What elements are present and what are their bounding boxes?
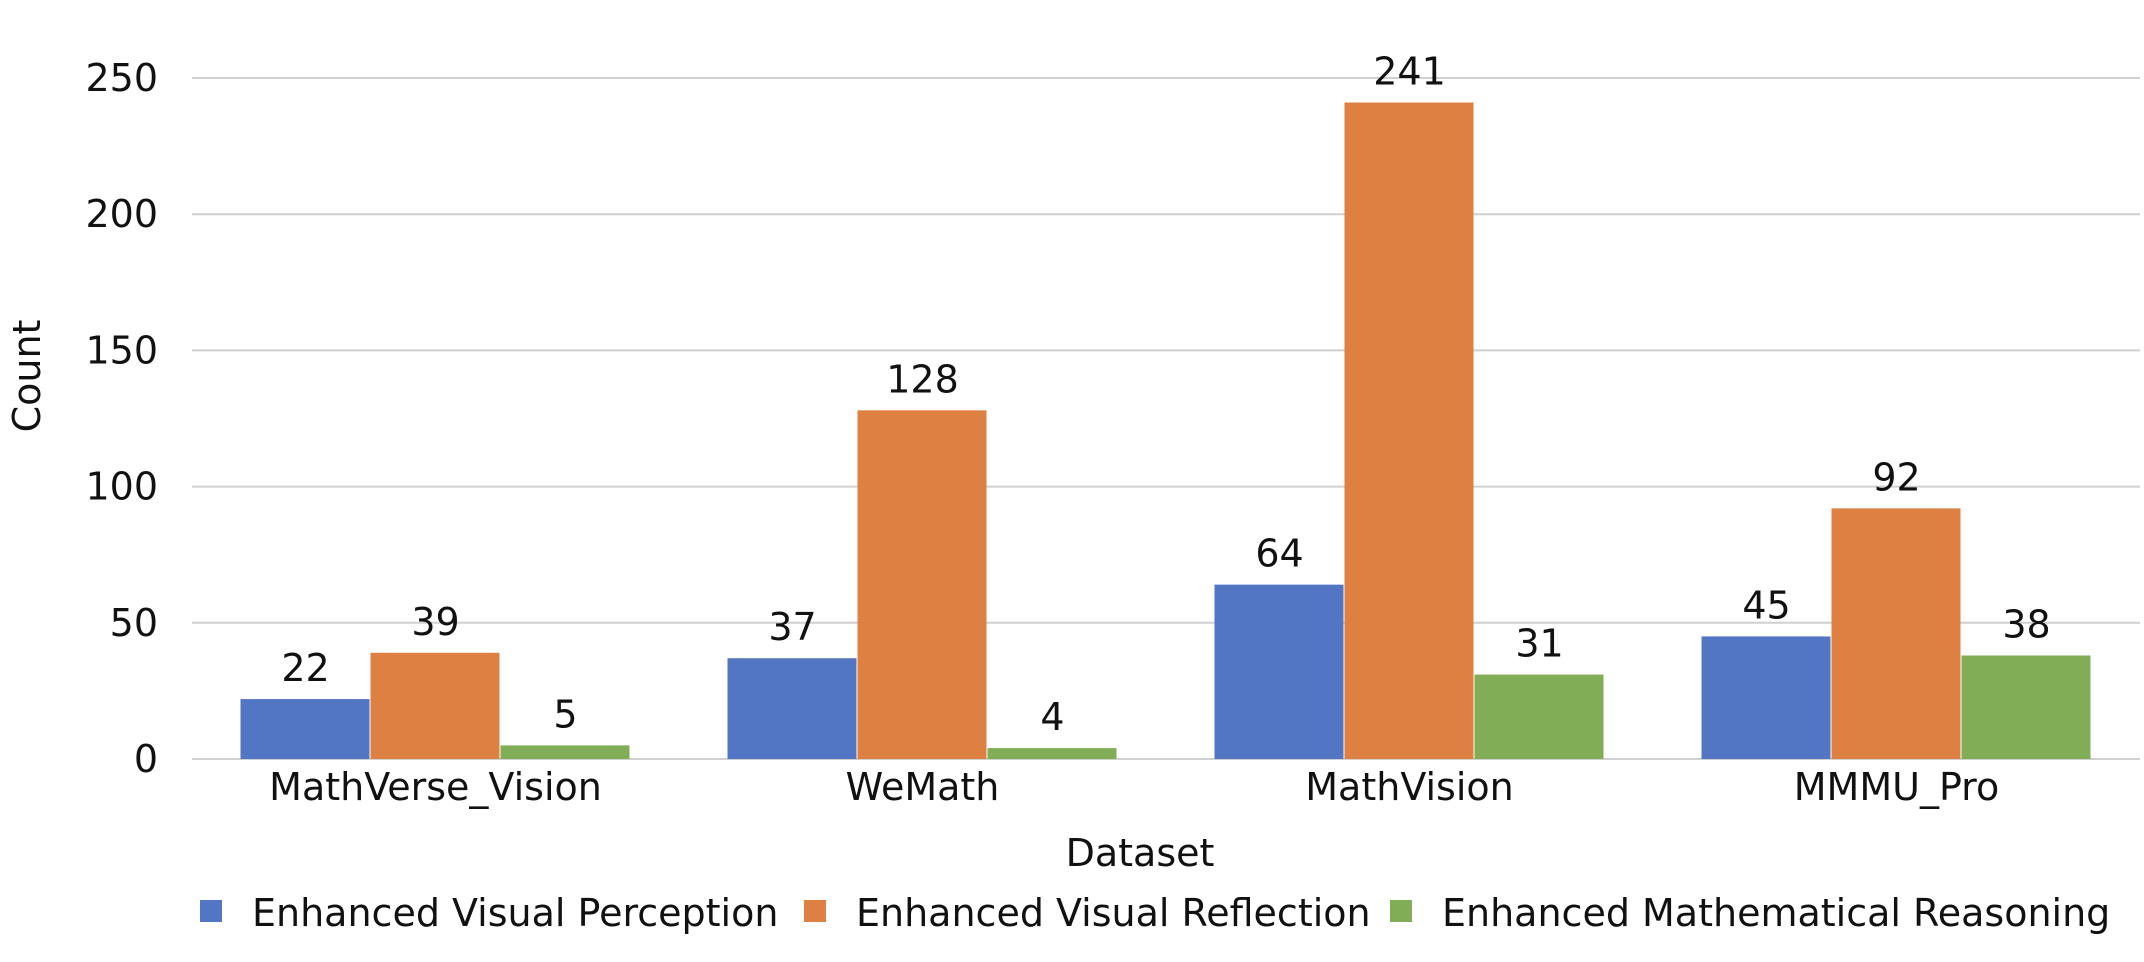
legend-label: Enhanced Visual Reflection xyxy=(856,891,1371,935)
bar-MMMU_Pro-1 xyxy=(1831,508,1961,759)
data-label: 31 xyxy=(1515,622,1563,666)
bar-MathVerse_Vision-1 xyxy=(370,652,500,759)
data-labels: 22 39 5 37 128 4 64 241 31 45 92 38 xyxy=(281,50,2050,740)
legend: Enhanced Visual Perception Enhanced Visua… xyxy=(200,891,2110,935)
legend-swatch xyxy=(1390,900,1412,922)
bar-MathVision-0 xyxy=(1214,584,1344,759)
x-tick-label: MathVerse_Vision xyxy=(269,765,602,809)
data-label: 39 xyxy=(411,600,459,644)
bar-MathVision-1 xyxy=(1344,102,1474,760)
bar-MathVerse_Vision-0 xyxy=(240,699,370,759)
legend-label: Enhanced Visual Perception xyxy=(252,891,778,935)
bar-WeMath-1 xyxy=(857,410,987,759)
legend-item: Enhanced Mathematical Reasoning xyxy=(1390,891,2110,935)
legend-swatch xyxy=(200,900,222,922)
data-label: 64 xyxy=(1255,532,1303,576)
y-tick-label: 100 xyxy=(85,465,158,509)
x-axis-ticks: MathVerse_Vision WeMath MathVision MMMU_Pro xyxy=(269,765,1999,809)
y-tick-label: 200 xyxy=(85,192,158,236)
x-tick-label: MMMU_Pro xyxy=(1794,765,1999,809)
data-label: 45 xyxy=(1742,583,1790,627)
data-label: 38 xyxy=(2002,602,2050,646)
y-tick-label: 50 xyxy=(110,601,158,645)
x-axis-title: Dataset xyxy=(1066,831,1215,875)
y-tick-label: 0 xyxy=(134,737,158,781)
y-tick-label: 150 xyxy=(85,328,158,372)
data-label: 128 xyxy=(886,357,959,401)
bar-MathVision-2 xyxy=(1474,674,1604,759)
legend-swatch xyxy=(804,900,826,922)
bars xyxy=(240,102,2091,760)
data-label: 37 xyxy=(768,605,816,649)
x-tick-label: MathVision xyxy=(1305,765,1513,809)
x-tick-label: WeMath xyxy=(846,765,1000,809)
y-axis-ticks: 0 50 100 150 200 250 xyxy=(85,56,158,781)
data-label: 4 xyxy=(1040,695,1064,739)
data-label: 22 xyxy=(281,646,329,690)
y-tick-label: 250 xyxy=(85,56,158,100)
bar-MMMU_Pro-2 xyxy=(1961,655,2091,759)
legend-item: Enhanced Visual Perception xyxy=(200,891,778,935)
data-label: 5 xyxy=(553,692,577,736)
y-axis-title: Count xyxy=(5,320,49,433)
legend-item: Enhanced Visual Reflection xyxy=(804,891,1371,935)
legend-label: Enhanced Mathematical Reasoning xyxy=(1442,891,2110,935)
bar-WeMath-0 xyxy=(727,658,857,759)
bar-MathVerse_Vision-2 xyxy=(500,745,630,759)
bar-MMMU_Pro-0 xyxy=(1701,636,1831,759)
data-label: 241 xyxy=(1373,50,1446,94)
data-label: 92 xyxy=(1872,455,1920,499)
bar-WeMath-2 xyxy=(987,748,1117,759)
